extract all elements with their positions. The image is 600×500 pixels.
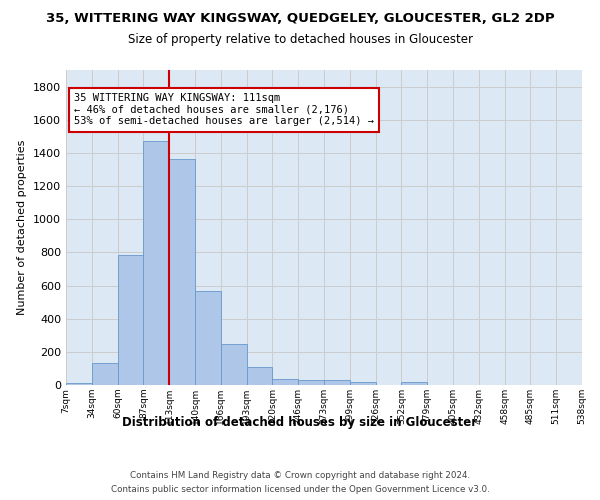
Text: Size of property relative to detached houses in Gloucester: Size of property relative to detached ho… xyxy=(128,32,473,46)
Bar xyxy=(195,292,221,385)
Y-axis label: Number of detached properties: Number of detached properties xyxy=(17,140,28,315)
Text: Distribution of detached houses by size in Gloucester: Distribution of detached houses by size … xyxy=(122,416,478,429)
Bar xyxy=(169,158,195,385)
Text: 35 WITTERING WAY KINGSWAY: 111sqm
← 46% of detached houses are smaller (2,176)
5: 35 WITTERING WAY KINGSWAY: 111sqm ← 46% … xyxy=(74,93,374,126)
Bar xyxy=(118,255,143,385)
Bar xyxy=(221,344,247,385)
Bar xyxy=(92,364,118,385)
Bar xyxy=(272,379,298,385)
Bar xyxy=(247,367,272,385)
Text: 35, WITTERING WAY KINGSWAY, QUEDGELEY, GLOUCESTER, GL2 2DP: 35, WITTERING WAY KINGSWAY, QUEDGELEY, G… xyxy=(46,12,554,26)
Text: Contains HM Land Registry data © Crown copyright and database right 2024.: Contains HM Land Registry data © Crown c… xyxy=(130,472,470,480)
Bar xyxy=(350,382,376,385)
Bar xyxy=(298,380,324,385)
Bar xyxy=(324,380,350,385)
Bar xyxy=(401,382,427,385)
Text: Contains public sector information licensed under the Open Government Licence v3: Contains public sector information licen… xyxy=(110,484,490,494)
Bar xyxy=(143,142,169,385)
Bar xyxy=(66,382,92,385)
